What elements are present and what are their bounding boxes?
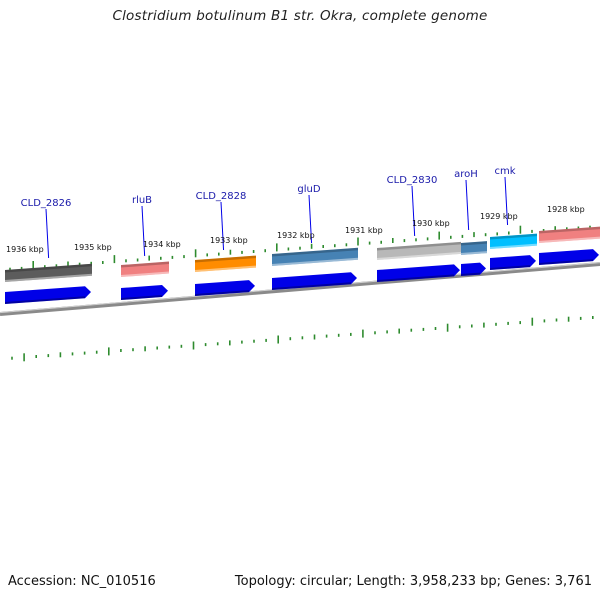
gene-label: aroH bbox=[454, 169, 478, 180]
cds-arrow-shade bbox=[539, 259, 593, 265]
gene-bar-shine bbox=[195, 265, 256, 272]
gene-label: cmk bbox=[494, 166, 515, 177]
inner-tick-ring bbox=[11, 316, 594, 362]
gene-feature: CLD_2830 bbox=[377, 175, 461, 282]
label-leader-line bbox=[411, 185, 416, 237]
gene-bar-shine bbox=[272, 257, 358, 266]
gene-bar bbox=[195, 255, 256, 272]
cds-arrow bbox=[195, 280, 255, 296]
label-leader-line bbox=[504, 176, 509, 226]
gene-bar-edge bbox=[121, 261, 169, 268]
gene-bar bbox=[461, 241, 487, 255]
cds-arrow-shade bbox=[461, 272, 480, 276]
cds-arrow bbox=[490, 255, 536, 270]
gene-bar-edge bbox=[490, 233, 537, 240]
cds-arrow-shade bbox=[195, 290, 249, 296]
gene-feature: cmk bbox=[490, 166, 537, 270]
cds-arrow bbox=[121, 285, 168, 300]
gene-bar-shine bbox=[121, 271, 169, 277]
gene-label: gluD bbox=[297, 184, 320, 195]
gene-bar-shine bbox=[5, 273, 92, 282]
kbp-label: 1928 kbp bbox=[547, 205, 585, 214]
gene-bar bbox=[539, 226, 600, 243]
kbp-label: 1933 kbp bbox=[210, 236, 248, 245]
gene-bar-shine bbox=[461, 251, 487, 255]
gene-label: rluB bbox=[132, 195, 152, 206]
gene-label: CLD_2830 bbox=[387, 175, 438, 186]
kbp-label: 1934 kbp bbox=[143, 240, 181, 249]
cds-arrow-shade bbox=[272, 282, 351, 290]
gene-bar-edge bbox=[5, 263, 92, 273]
label-leader-line bbox=[141, 205, 146, 257]
gene-feature: CLD_2826 bbox=[5, 198, 92, 304]
cds-arrow-shade bbox=[5, 296, 85, 304]
gene-bar-edge bbox=[377, 241, 461, 251]
gene-bar bbox=[490, 233, 537, 249]
gene-track: CLD_2826 rluB CLD_2828 gluD CLD_2830 aroH cmk bbox=[5, 166, 600, 304]
gene-bar-shine bbox=[490, 243, 537, 249]
kbp-labels: 1936 kbp 1935 kbp 1934 kbp 1933 kbp 1932 kbp… bbox=[6, 205, 585, 254]
gene-feature: aroH bbox=[454, 169, 487, 276]
kbp-label: 1930 kbp bbox=[412, 219, 450, 228]
gene-bar-edge bbox=[539, 226, 600, 234]
cds-arrow bbox=[5, 286, 91, 304]
accession-label: Accession: NC_010516 bbox=[8, 574, 156, 589]
gene-label: CLD_2826 bbox=[21, 198, 72, 209]
gene-bar-edge bbox=[272, 247, 358, 257]
cds-arrow bbox=[539, 249, 599, 265]
gene-bar-shine bbox=[539, 236, 600, 243]
gene-bar bbox=[5, 263, 92, 282]
kbp-label: 1931 kbp bbox=[345, 226, 383, 235]
cds-arrow-shade bbox=[121, 295, 162, 300]
label-leader-line bbox=[220, 201, 225, 251]
cds-arrow-shade bbox=[377, 274, 454, 282]
gene-feature: gluD bbox=[272, 184, 358, 290]
genome-title: Clostridium botulinum B1 str. Okra, comp… bbox=[112, 8, 488, 24]
kbp-label: 1929 kbp bbox=[480, 212, 518, 221]
cds-arrow-shade bbox=[490, 265, 530, 270]
gene-feature: rluB bbox=[121, 195, 169, 300]
genome-summary: Topology: circular; Length: 3,958,233 bp… bbox=[234, 574, 592, 589]
kbp-label: 1936 kbp bbox=[6, 245, 44, 254]
gene-bar bbox=[121, 261, 169, 277]
gene-bar bbox=[377, 241, 461, 260]
kbp-label: 1932 kbp bbox=[277, 231, 315, 240]
gene-bar-shine bbox=[377, 251, 461, 260]
gene-label: CLD_2828 bbox=[196, 191, 247, 202]
gene-bar bbox=[272, 247, 358, 266]
cds-arrow bbox=[461, 262, 486, 276]
label-leader-line bbox=[465, 179, 470, 231]
gene-bar-edge bbox=[461, 241, 487, 246]
label-leader-line bbox=[45, 208, 50, 259]
cds-arrow bbox=[272, 272, 357, 290]
cds-arrow bbox=[377, 264, 460, 282]
label-leader-line bbox=[308, 194, 313, 244]
gene-bar-edge bbox=[195, 255, 256, 263]
outer-tick-ring bbox=[9, 225, 591, 271]
gene-feature bbox=[539, 226, 600, 265]
gene-feature: CLD_2828 bbox=[195, 191, 256, 296]
kbp-label: 1935 kbp bbox=[74, 243, 112, 252]
